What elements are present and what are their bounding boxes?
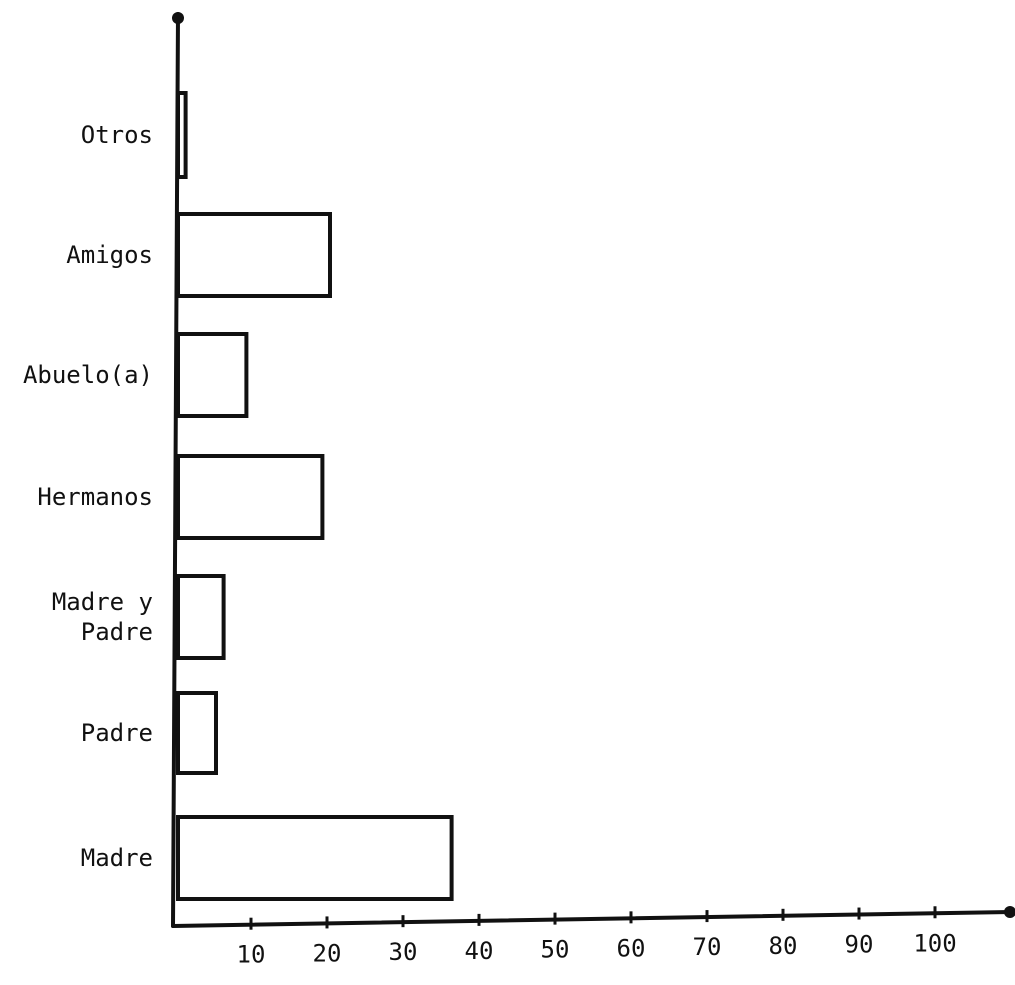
x-axis-line	[171, 910, 1013, 928]
bar-abuelo-a-	[176, 332, 249, 418]
category-label-line: Amigos	[66, 241, 153, 269]
category-label: Madre y Padre	[52, 588, 153, 646]
axes-layer	[171, 12, 1015, 928]
bar-hermanos	[176, 454, 325, 540]
x-axis-end-dot	[1004, 906, 1015, 918]
category-label: Amigos	[66, 241, 153, 269]
x-tick-label: 70	[693, 933, 722, 961]
y-axis-line	[171, 12, 180, 928]
category-label-line: Madre y	[52, 588, 153, 616]
y-axis-end-dot	[172, 12, 184, 24]
bar-madre-y-padre	[176, 574, 226, 660]
category-label-line: Padre	[81, 719, 153, 747]
x-tick-label: 60	[617, 934, 646, 962]
x-tick-label: 100	[913, 929, 956, 957]
x-tick-label: 80	[769, 932, 798, 960]
category-label: Abuelo(a)	[23, 361, 153, 389]
category-label-line: Abuelo(a)	[23, 361, 153, 389]
category-label-line: Madre	[81, 844, 153, 872]
bar-amigos	[176, 212, 332, 298]
x-tick-label: 50	[541, 936, 570, 964]
x-tick-label: 30	[389, 938, 418, 966]
category-label: Madre	[81, 844, 153, 872]
x-tick-label: 20	[313, 939, 342, 967]
x-tick-label: 10	[237, 941, 266, 969]
category-label: Padre	[81, 719, 153, 747]
bars-layer	[176, 91, 454, 901]
category-label-line: Padre	[81, 618, 153, 646]
category-label: Otros	[81, 121, 153, 149]
category-label-line: Hermanos	[37, 483, 153, 511]
bar-madre	[176, 815, 454, 901]
bar-padre	[176, 691, 218, 775]
x-tick-label: 90	[845, 931, 874, 959]
category-label-line: Otros	[81, 121, 153, 149]
category-label: Hermanos	[37, 483, 153, 511]
ticks-layer	[249, 906, 937, 930]
x-tick-label: 40	[465, 937, 494, 965]
